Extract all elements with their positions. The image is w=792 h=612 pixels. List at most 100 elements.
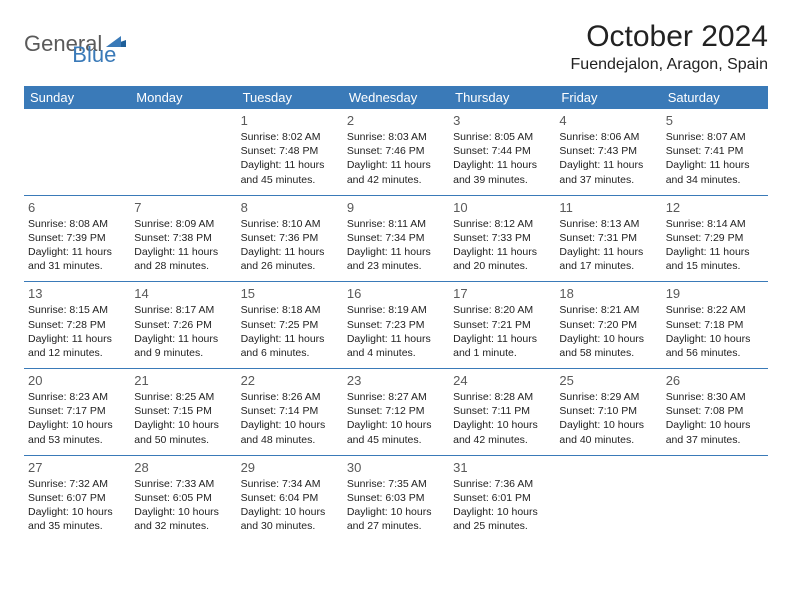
- sunset-line: Sunset: 7:12 PM: [347, 404, 445, 418]
- day-number: 10: [453, 200, 551, 215]
- dayhead-thu: Thursday: [449, 86, 555, 109]
- daylight-line: Daylight: 10 hours: [134, 418, 232, 432]
- calendar-cell: 3Sunrise: 8:05 AMSunset: 7:44 PMDaylight…: [449, 109, 555, 195]
- daylight-line: and 31 minutes.: [28, 259, 126, 273]
- sunset-line: Sunset: 7:15 PM: [134, 404, 232, 418]
- day-number: 21: [134, 373, 232, 388]
- calendar-cell: 26Sunrise: 8:30 AMSunset: 7:08 PMDayligh…: [662, 369, 768, 456]
- sunset-line: Sunset: 7:20 PM: [559, 318, 657, 332]
- calendar-cell: 11Sunrise: 8:13 AMSunset: 7:31 PMDayligh…: [555, 195, 661, 282]
- sunrise-line: Sunrise: 7:35 AM: [347, 477, 445, 491]
- sunrise-line: Sunrise: 8:11 AM: [347, 217, 445, 231]
- daylight-line: and 17 minutes.: [559, 259, 657, 273]
- daylight-line: and 27 minutes.: [347, 519, 445, 533]
- day-number: 15: [241, 286, 339, 301]
- daylight-line: and 56 minutes.: [666, 346, 764, 360]
- daylight-line: and 39 minutes.: [453, 173, 551, 187]
- sunrise-line: Sunrise: 8:03 AM: [347, 130, 445, 144]
- sunset-line: Sunset: 7:38 PM: [134, 231, 232, 245]
- day-number: 6: [28, 200, 126, 215]
- daylight-line: Daylight: 11 hours: [134, 245, 232, 259]
- sunset-line: Sunset: 6:05 PM: [134, 491, 232, 505]
- calendar-week: 1Sunrise: 8:02 AMSunset: 7:48 PMDaylight…: [24, 109, 768, 195]
- sunrise-line: Sunrise: 8:26 AM: [241, 390, 339, 404]
- daylight-line: Daylight: 11 hours: [559, 158, 657, 172]
- daylight-line: Daylight: 10 hours: [559, 418, 657, 432]
- sunset-line: Sunset: 7:11 PM: [453, 404, 551, 418]
- sunrise-line: Sunrise: 8:02 AM: [241, 130, 339, 144]
- daylight-line: Daylight: 10 hours: [666, 332, 764, 346]
- sunset-line: Sunset: 7:36 PM: [241, 231, 339, 245]
- calendar-cell: [662, 455, 768, 541]
- daylight-line: and 1 minute.: [453, 346, 551, 360]
- sunset-line: Sunset: 7:17 PM: [28, 404, 126, 418]
- sunset-line: Sunset: 7:48 PM: [241, 144, 339, 158]
- daylight-line: and 53 minutes.: [28, 433, 126, 447]
- daylight-line: and 42 minutes.: [347, 173, 445, 187]
- daylight-line: Daylight: 10 hours: [453, 505, 551, 519]
- calendar-cell: [555, 455, 661, 541]
- calendar-week: 13Sunrise: 8:15 AMSunset: 7:28 PMDayligh…: [24, 282, 768, 369]
- calendar-cell: 9Sunrise: 8:11 AMSunset: 7:34 PMDaylight…: [343, 195, 449, 282]
- daylight-line: Daylight: 10 hours: [28, 418, 126, 432]
- sunrise-line: Sunrise: 8:09 AM: [134, 217, 232, 231]
- daylight-line: Daylight: 11 hours: [241, 332, 339, 346]
- sunrise-line: Sunrise: 8:29 AM: [559, 390, 657, 404]
- day-number: 4: [559, 113, 657, 128]
- calendar-week: 6 Sunrise: 8:08 AMSunset: 7:39 PM Daylight…: [24, 195, 768, 282]
- sunrise-line: Sunrise: 8:17 AM: [134, 303, 232, 317]
- day-number: 3: [453, 113, 551, 128]
- sunset-line: Sunset: 7:39 PM: [28, 231, 126, 245]
- daylight-line: Daylight: 11 hours: [453, 158, 551, 172]
- calendar-cell: 10Sunrise: 8:12 AMSunset: 7:33 PMDayligh…: [449, 195, 555, 282]
- day-number: 14: [134, 286, 232, 301]
- sunrise-line: Sunrise: 8:19 AM: [347, 303, 445, 317]
- sunset-line: Sunset: 6:04 PM: [241, 491, 339, 505]
- daylight-line: and 25 minutes.: [453, 519, 551, 533]
- daylight-line: Daylight: 10 hours: [666, 418, 764, 432]
- daylight-line: and 28 minutes.: [134, 259, 232, 273]
- calendar-cell: 4Sunrise: 8:06 AMSunset: 7:43 PMDaylight…: [555, 109, 661, 195]
- dayhead-tue: Tuesday: [237, 86, 343, 109]
- sunset-line: Sunset: 7:29 PM: [666, 231, 764, 245]
- day-number: 22: [241, 373, 339, 388]
- calendar-cell: 13Sunrise: 8:15 AMSunset: 7:28 PMDayligh…: [24, 282, 130, 369]
- daylight-line: Daylight: 11 hours: [347, 245, 445, 259]
- calendar-cell: 14Sunrise: 8:17 AMSunset: 7:26 PMDayligh…: [130, 282, 236, 369]
- daylight-line: Daylight: 10 hours: [453, 418, 551, 432]
- day-number: 5: [666, 113, 764, 128]
- dayhead-fri: Friday: [555, 86, 661, 109]
- calendar-cell: 22Sunrise: 8:26 AMSunset: 7:14 PMDayligh…: [237, 369, 343, 456]
- calendar-table: Sunday Monday Tuesday Wednesday Thursday…: [24, 86, 768, 541]
- sunrise-line: Sunrise: 8:21 AM: [559, 303, 657, 317]
- day-number: 30: [347, 460, 445, 475]
- daylight-line: and 48 minutes.: [241, 433, 339, 447]
- calendar-cell: 27Sunrise: 7:32 AMSunset: 6:07 PMDayligh…: [24, 455, 130, 541]
- calendar-cell: [24, 109, 130, 195]
- calendar-cell: 21Sunrise: 8:25 AMSunset: 7:15 PMDayligh…: [130, 369, 236, 456]
- sunrise-line: Sunrise: 8:08 AM: [28, 217, 126, 231]
- day-number: 18: [559, 286, 657, 301]
- sunset-line: Sunset: 7:10 PM: [559, 404, 657, 418]
- daylight-line: and 37 minutes.: [666, 433, 764, 447]
- sunrise-line: Sunrise: 8:07 AM: [666, 130, 764, 144]
- daylight-line: Daylight: 10 hours: [347, 505, 445, 519]
- daylight-line: and 40 minutes.: [559, 433, 657, 447]
- daylight-line: Daylight: 11 hours: [28, 332, 126, 346]
- sunrise-line: Sunrise: 8:23 AM: [28, 390, 126, 404]
- calendar-cell: 25Sunrise: 8:29 AMSunset: 7:10 PMDayligh…: [555, 369, 661, 456]
- day-number: 11: [559, 200, 657, 215]
- calendar-cell: 31Sunrise: 7:36 AMSunset: 6:01 PMDayligh…: [449, 455, 555, 541]
- sunrise-line: Sunrise: 8:27 AM: [347, 390, 445, 404]
- daylight-line: Daylight: 11 hours: [347, 158, 445, 172]
- sunrise-line: Sunrise: 8:20 AM: [453, 303, 551, 317]
- brand-part2: Blue: [72, 42, 116, 68]
- sunrise-line: Sunrise: 7:33 AM: [134, 477, 232, 491]
- sunset-line: Sunset: 6:01 PM: [453, 491, 551, 505]
- daylight-line: Daylight: 11 hours: [134, 332, 232, 346]
- day-number: 8: [241, 200, 339, 215]
- sunrise-line: Sunrise: 8:18 AM: [241, 303, 339, 317]
- day-number: 31: [453, 460, 551, 475]
- calendar-cell: 17Sunrise: 8:20 AMSunset: 7:21 PMDayligh…: [449, 282, 555, 369]
- title-block: October 2024 Fuendejalon, Aragon, Spain: [571, 20, 768, 74]
